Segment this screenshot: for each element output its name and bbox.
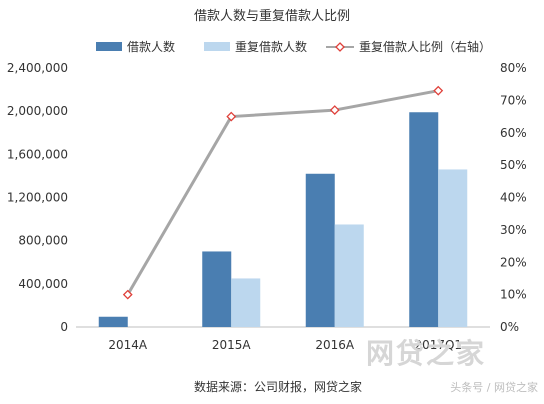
y-right-tick-label: 70% xyxy=(500,93,527,107)
bar-borrowers xyxy=(409,112,439,327)
bar-borrowers xyxy=(305,173,335,327)
bar-borrowers xyxy=(98,316,128,327)
x-tick-label: 2014A xyxy=(108,338,148,352)
legend-label: 借款人数 xyxy=(127,39,175,54)
y-right-tick-label: 30% xyxy=(500,223,527,237)
ratio-line xyxy=(126,89,439,296)
y-left-tick-label: 1,600,000 xyxy=(7,147,68,161)
y-right-tick-label: 80% xyxy=(500,61,527,75)
y-right-tick-label: 20% xyxy=(500,255,527,269)
ratio-point xyxy=(433,85,444,96)
ratio-point xyxy=(122,289,133,300)
bar-borrowers xyxy=(202,251,232,327)
legend-marker xyxy=(335,42,345,52)
y-left-tick-label: 800,000 xyxy=(18,234,68,248)
chart-title: 借款人数与重复借款人比例 xyxy=(194,8,350,24)
x-tick-label: 2015A xyxy=(212,338,252,352)
axes: 0 400,000 800,000 1,200,000 1,600,000 2,000,0… xyxy=(7,61,527,352)
line-series xyxy=(122,85,444,300)
y-left-tick-label: 2,000,000 xyxy=(7,104,68,118)
x-tick-label: 2017Q1 xyxy=(414,338,462,352)
legend-swatch xyxy=(96,42,122,51)
y-left-tick-label: 1,200,000 xyxy=(7,191,68,205)
legend-swatch xyxy=(204,42,230,51)
y-right-tick-label: 60% xyxy=(500,126,527,140)
bar-repeat-borrowers xyxy=(438,169,468,327)
y-left-tick-label: 400,000 xyxy=(18,277,68,291)
bar-repeat-borrowers xyxy=(334,224,364,327)
bars xyxy=(98,112,468,327)
legend-label: 重复借款人数 xyxy=(235,39,307,54)
legend-label: 重复借款人比例（右轴） xyxy=(359,39,491,54)
x-tick-label: 2016A xyxy=(315,338,355,352)
y-right-tick-label: 0% xyxy=(500,320,519,334)
y-right-tick-label: 10% xyxy=(500,288,527,302)
source-note: 数据来源：公司财报，网贷之家 xyxy=(194,379,362,394)
y-left-tick-label: 0 xyxy=(60,320,68,334)
legend: 借款人数 重复借款人数 重复借款人比例（右轴） xyxy=(96,39,491,54)
ratio-point xyxy=(329,105,340,116)
ratio-point xyxy=(226,111,237,122)
bar-repeat-borrowers xyxy=(231,278,261,327)
y-right-tick-label: 50% xyxy=(500,158,527,172)
watermark-logo: 网贷之家 xyxy=(366,337,487,370)
y-left-tick-label: 2,400,000 xyxy=(7,61,68,75)
y-right-tick-label: 40% xyxy=(500,191,527,205)
